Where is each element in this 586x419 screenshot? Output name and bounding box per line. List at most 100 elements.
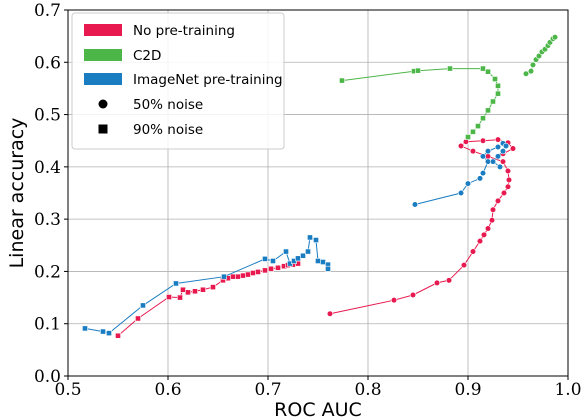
legend-label: No pre-training xyxy=(133,23,235,39)
data-point xyxy=(494,136,502,143)
legend-box xyxy=(71,12,285,150)
data-point xyxy=(480,231,488,238)
data-point xyxy=(235,273,241,280)
data-point xyxy=(409,291,417,299)
series-no-pre-training-50-noise xyxy=(326,136,517,317)
data-point xyxy=(166,294,172,300)
data-point xyxy=(315,258,321,264)
data-point xyxy=(479,153,487,160)
data-point xyxy=(495,90,501,97)
data-point xyxy=(535,52,543,60)
y-tick-label: 0.6 xyxy=(34,53,61,73)
legend-item: C2D xyxy=(84,48,161,64)
data-point xyxy=(270,258,276,264)
data-point xyxy=(476,238,484,245)
legend-item: ImageNet pre-training xyxy=(84,72,283,88)
data-point xyxy=(255,269,261,275)
data-point xyxy=(488,217,496,224)
data-point xyxy=(489,206,497,213)
legend-swatch xyxy=(84,49,122,61)
data-point xyxy=(490,98,496,105)
data-point xyxy=(492,76,498,82)
data-point xyxy=(185,289,191,296)
data-point xyxy=(221,273,227,280)
data-point xyxy=(489,158,497,165)
data-point xyxy=(470,128,476,135)
data-point xyxy=(505,176,513,184)
series-imagenet-pre-training-90-noise xyxy=(82,234,331,337)
data-point xyxy=(262,255,268,262)
y-axis-label: Linear accuracy xyxy=(6,118,28,269)
data-point xyxy=(469,148,477,155)
data-point xyxy=(210,284,216,291)
data-point xyxy=(411,201,419,208)
y-tick-label: 0.5 xyxy=(34,106,61,126)
legend-swatch xyxy=(84,24,122,36)
data-point xyxy=(445,277,453,284)
data-point xyxy=(106,330,112,337)
data-point xyxy=(484,225,492,232)
data-point xyxy=(320,259,326,265)
data-point xyxy=(509,145,517,152)
data-point xyxy=(499,148,507,155)
data-point xyxy=(173,280,179,287)
series-line xyxy=(84,236,329,334)
x-tick-label: 1.0 xyxy=(554,380,581,400)
data-point xyxy=(275,264,281,271)
series-line xyxy=(341,68,499,138)
series-c2d-90-noise xyxy=(339,65,501,140)
data-point xyxy=(460,262,468,269)
data-point xyxy=(250,270,256,276)
data-point xyxy=(240,272,246,279)
y-tick-label: 0.0 xyxy=(34,367,61,387)
data-point xyxy=(527,68,535,75)
legend-marker-circle xyxy=(98,99,108,109)
data-point xyxy=(339,77,345,84)
data-point xyxy=(479,137,487,144)
data-point xyxy=(245,271,251,278)
data-point xyxy=(230,273,236,280)
data-point xyxy=(313,237,319,243)
data-point xyxy=(499,158,507,165)
series-c2d-50-noise xyxy=(522,34,559,77)
x-tick-label: 0.8 xyxy=(354,380,381,400)
data-point xyxy=(465,134,471,140)
data-point xyxy=(522,70,530,77)
data-point xyxy=(484,148,492,155)
series-no-pre-training-90-noise xyxy=(115,260,301,339)
data-point xyxy=(457,189,465,197)
legend-marker-square xyxy=(98,124,108,134)
data-point xyxy=(140,302,146,309)
data-point xyxy=(494,153,502,160)
y-tick-label: 0.1 xyxy=(34,315,61,335)
legend-label: C2D xyxy=(133,48,161,64)
data-point xyxy=(192,288,198,295)
data-point xyxy=(500,189,508,197)
legend-item: 50% noise xyxy=(98,97,203,113)
legend-item: No pre-training xyxy=(84,23,235,39)
legend-label: 50% noise xyxy=(133,97,203,113)
legend-label: ImageNet pre-training xyxy=(133,72,283,88)
data-point xyxy=(307,234,313,241)
data-point xyxy=(476,175,484,182)
data-point xyxy=(529,61,537,69)
axis-ticks: 0.5 0.6 0.7 0.8 0.9 1.0 0.0 0.1 0.2 0.3 0.4 0.5 0.6 0… xyxy=(34,1,582,400)
x-tick-label: 0.7 xyxy=(254,380,281,400)
data-point xyxy=(457,142,465,150)
data-point xyxy=(447,65,453,72)
y-tick-label: 0.3 xyxy=(34,210,61,230)
data-point xyxy=(475,123,481,129)
data-point xyxy=(502,142,510,150)
data-point xyxy=(305,248,311,255)
data-point xyxy=(100,328,106,335)
data-point xyxy=(415,67,421,74)
data-point xyxy=(390,297,398,304)
data-point xyxy=(496,163,504,170)
series-line xyxy=(117,263,299,337)
data-point xyxy=(325,265,331,272)
data-point xyxy=(464,180,472,187)
data-point xyxy=(480,65,486,72)
y-tick-label: 0.2 xyxy=(34,262,61,282)
data-point xyxy=(326,310,334,317)
